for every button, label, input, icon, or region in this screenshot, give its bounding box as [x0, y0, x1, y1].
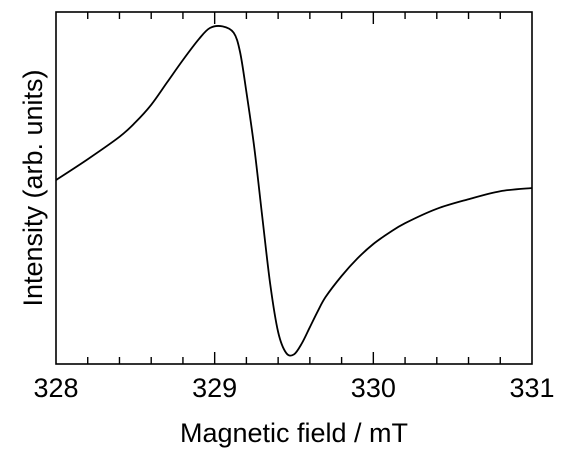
x-tick-label: 328: [33, 373, 78, 403]
series-line: [55, 25, 533, 357]
x-axis-tick-labels: 328 329 330 331: [33, 373, 554, 403]
x-tick-label: 329: [192, 373, 237, 403]
x-axis-label: Magnetic field / mT: [180, 418, 408, 448]
x-tick-label: 330: [351, 373, 396, 403]
y-axis-label: Intensity (arb. units): [18, 69, 48, 306]
plot-frame: [55, 11, 533, 365]
x-axis-ticks: [87, 12, 501, 364]
x-tick-label: 331: [509, 373, 554, 403]
